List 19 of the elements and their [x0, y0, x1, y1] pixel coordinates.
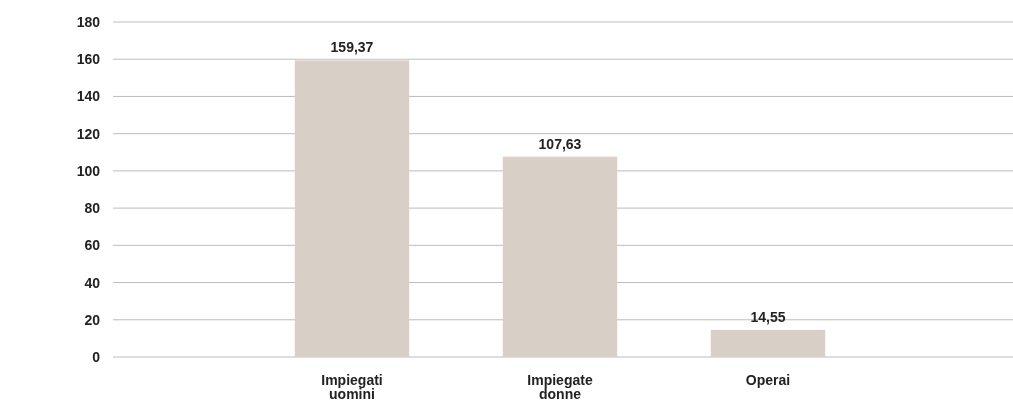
y-tick-label: 120 [76, 125, 101, 142]
data-label: 159,37 [330, 39, 374, 56]
x-tick-label: Impiegate donne [527, 372, 593, 402]
x-tick-label: Impiegati uomini [321, 372, 383, 402]
y-tick-label: 0 [92, 348, 101, 365]
y-tick-label: 160 [76, 51, 101, 68]
bar [710, 329, 826, 357]
y-tick-label: 100 [76, 162, 101, 179]
y-tick-label: 60 [84, 237, 101, 254]
y-tick-label: 140 [76, 88, 101, 105]
bar [294, 60, 410, 357]
bar [502, 156, 618, 357]
y-tick-label: 20 [84, 311, 101, 328]
data-label: 14,55 [750, 308, 786, 325]
x-tick-label: Operai [745, 372, 791, 388]
data-label: 107,63 [538, 135, 582, 152]
y-tick-label: 80 [84, 200, 101, 217]
y-tick-label: 40 [84, 274, 101, 291]
y-tick-label: 180 [76, 13, 101, 30]
